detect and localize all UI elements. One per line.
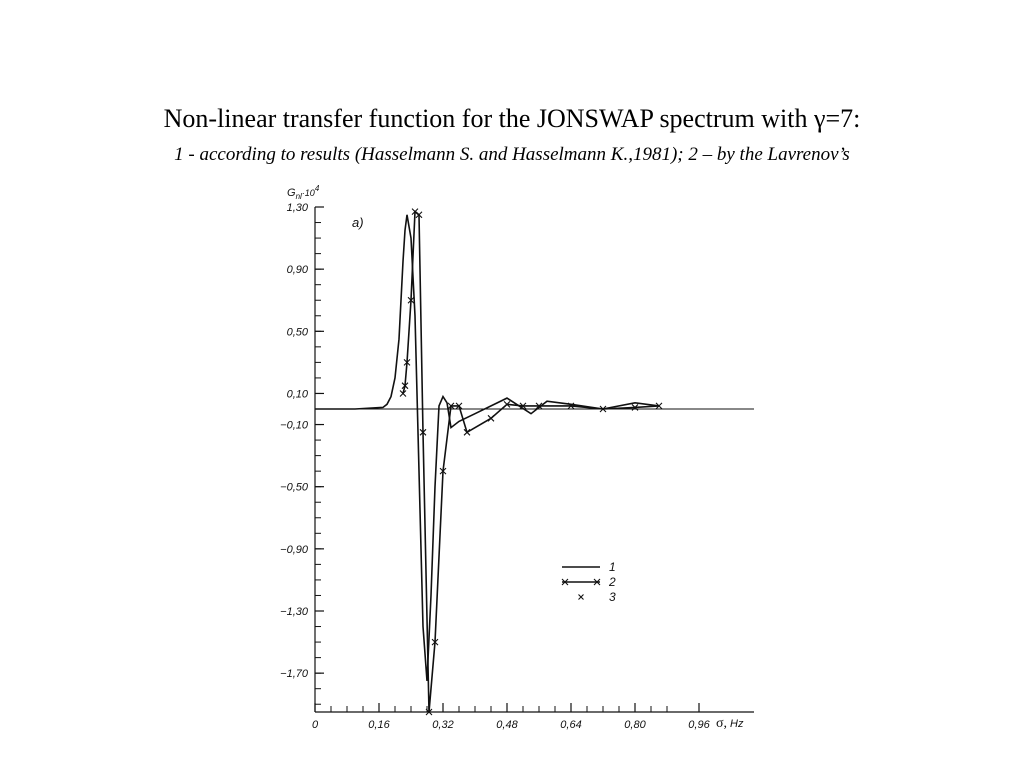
- x-tick-label: 0,80: [624, 719, 646, 731]
- data-point-2: [535, 402, 543, 410]
- data-point-2: [399, 390, 407, 397]
- y-axis-title-factor: ·10: [302, 188, 315, 198]
- data-point-2: [415, 211, 423, 219]
- y-tick-label: −1,30: [280, 606, 309, 618]
- series-1: [315, 214, 660, 681]
- data-point-2: [431, 638, 439, 646]
- data-point-2: [403, 358, 411, 366]
- legend: 123: [561, 560, 616, 604]
- legend-marker: [561, 578, 569, 586]
- data-point-2: [419, 428, 427, 436]
- x-tick-label: 0,16: [368, 719, 390, 731]
- x-tick-label: 0: [312, 719, 319, 731]
- data-point-2: [463, 428, 471, 436]
- chart-subtitle: 1 - according to results (Hasselmann S. …: [174, 144, 850, 165]
- y-tick-label: −0,90: [280, 544, 309, 556]
- series-line-1: [315, 214, 660, 681]
- y-tick-label: −1,70: [280, 668, 309, 680]
- data-point-2: [567, 402, 575, 410]
- data-point-2: [425, 708, 433, 716]
- data-point-2: [503, 400, 511, 408]
- legend-marker: [578, 594, 584, 600]
- legend-item-1: 1: [562, 560, 616, 574]
- chart-title: Non-linear transfer function for the JON…: [163, 104, 861, 133]
- y-axis-title-main: G: [287, 187, 296, 199]
- x-tick-label: 0,32: [432, 719, 453, 731]
- panel-label: a): [352, 215, 364, 230]
- x-axis-title-unit: Hz: [730, 718, 744, 730]
- legend-label: 3: [609, 590, 616, 604]
- legend-marker: [593, 578, 601, 586]
- y-tick-label: 0,90: [287, 264, 309, 276]
- data-point-2: [487, 414, 495, 422]
- series-line-2: [402, 210, 660, 713]
- series-2: [399, 208, 663, 716]
- x-tick-label: 0,48: [496, 719, 518, 731]
- y-tick-label: 1,30: [287, 202, 309, 214]
- x-tick-label: 0,96: [688, 719, 710, 731]
- data-point-2: [439, 467, 447, 475]
- data-point-2: [655, 402, 663, 410]
- y-axis-title: Gnl·104: [287, 184, 320, 201]
- y-tick-label: −0,10: [280, 420, 309, 432]
- data-point-2: [411, 208, 419, 216]
- data-point-2: [455, 402, 463, 410]
- legend-label: 2: [608, 575, 616, 589]
- data-point-2: [519, 402, 527, 410]
- y-tick-label: −0,50: [280, 482, 309, 494]
- series-layer: [315, 208, 663, 716]
- legend-item-2: 2: [561, 575, 616, 589]
- legend-label: 1: [609, 560, 616, 574]
- axes: 1,30 0,90 0,50 0,10 −0,10 −0,50 −0,90 −1,30 −1,7…: [280, 202, 754, 731]
- legend-item-3: 3: [578, 590, 616, 604]
- data-point-2: [447, 402, 455, 410]
- x-axis-title: σ, Hz: [716, 716, 744, 731]
- data-point-2: [407, 296, 415, 304]
- data-point-2: [401, 382, 409, 390]
- y-axis-title-sub: nl: [296, 192, 302, 201]
- y-tick-label: 0,50: [287, 326, 309, 338]
- y-axis-title-exp: 4: [315, 184, 320, 193]
- x-tick-label: 0,64: [560, 719, 581, 731]
- x-axis-title-symbol: σ,: [716, 716, 727, 731]
- y-tick-label: 0,10: [287, 388, 309, 400]
- data-point-2: [631, 404, 639, 411]
- data-point-2: [599, 405, 607, 413]
